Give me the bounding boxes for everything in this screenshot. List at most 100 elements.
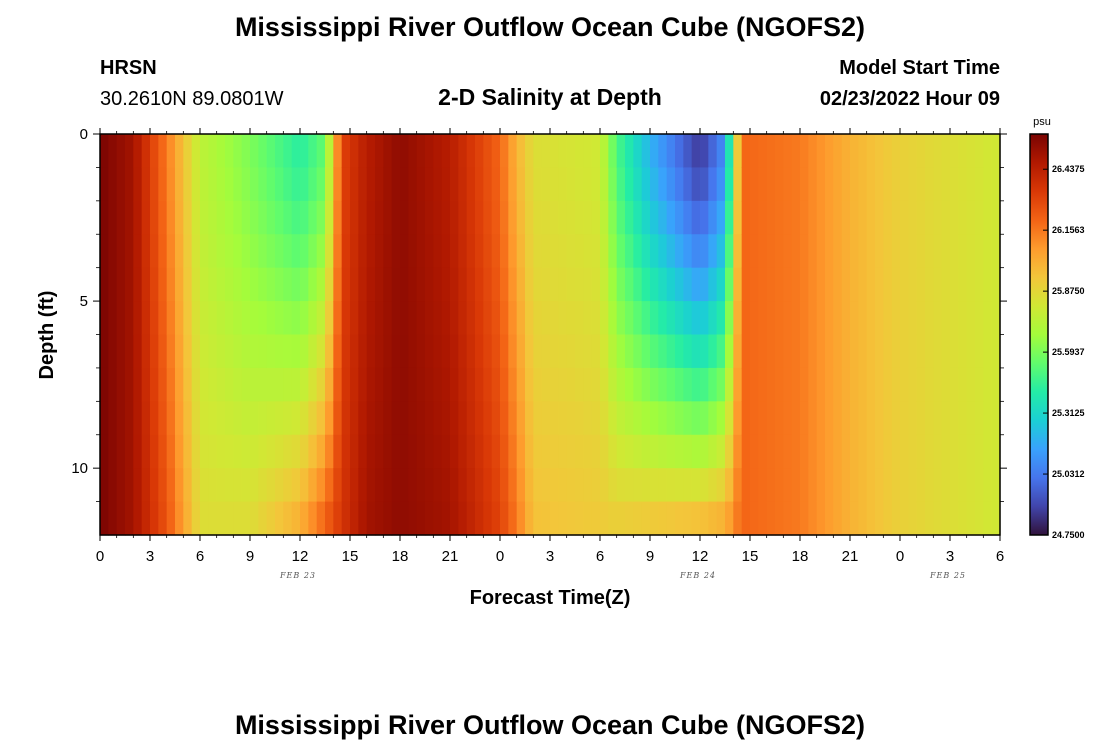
heatmap-cell bbox=[808, 334, 818, 369]
heatmap-cell bbox=[833, 468, 843, 503]
heatmap-cell bbox=[783, 301, 793, 336]
heatmap-cell bbox=[758, 234, 768, 269]
heatmap-cell bbox=[591, 301, 601, 336]
heatmap-cell bbox=[800, 267, 809, 302]
heatmap-cell bbox=[908, 434, 918, 469]
heatmap-cell bbox=[708, 267, 718, 302]
heatmap-cell bbox=[625, 501, 634, 536]
heatmap-cell bbox=[958, 401, 968, 436]
heatmap-cell bbox=[891, 167, 901, 202]
heatmap-cell bbox=[950, 434, 959, 469]
heatmap-cell bbox=[833, 434, 843, 469]
heatmap-cell bbox=[166, 434, 176, 469]
heatmap-cell bbox=[650, 301, 659, 336]
heatmap-cell bbox=[141, 434, 151, 469]
heatmap-cell bbox=[250, 434, 259, 469]
heatmap-cell bbox=[691, 167, 701, 202]
heatmap-cell bbox=[808, 301, 818, 336]
heatmap-cell bbox=[700, 401, 709, 436]
heatmap-cell bbox=[116, 301, 126, 336]
heatmap-cell bbox=[516, 234, 526, 269]
heatmap-cell bbox=[108, 134, 118, 169]
heatmap-cell bbox=[491, 234, 501, 269]
heatmap-cell bbox=[991, 234, 1001, 269]
heatmap-cell bbox=[725, 334, 734, 369]
heatmap-cell bbox=[950, 334, 959, 369]
heatmap-cell bbox=[616, 401, 626, 436]
heatmap-cell bbox=[250, 367, 259, 402]
heatmap-cell bbox=[633, 401, 643, 436]
heatmap-cell bbox=[700, 267, 709, 302]
heatmap-cell bbox=[991, 334, 1001, 369]
colorbar-tick-label: 25.3125 bbox=[1052, 408, 1085, 418]
heatmap-cells bbox=[100, 134, 1001, 536]
heatmap-cell bbox=[908, 167, 918, 202]
heatmap-cell bbox=[641, 334, 651, 369]
heatmap-cell bbox=[675, 234, 684, 269]
heatmap-cell bbox=[683, 501, 693, 536]
heatmap-cell bbox=[633, 501, 643, 536]
heatmap-cell bbox=[608, 501, 618, 536]
heatmap-cell bbox=[933, 234, 943, 269]
heatmap-cell bbox=[166, 367, 176, 402]
heatmap-cell bbox=[416, 267, 426, 302]
heatmap-cell bbox=[883, 301, 893, 336]
heatmap-cell bbox=[183, 501, 193, 536]
heatmap-cell bbox=[975, 234, 984, 269]
heatmap-cell bbox=[208, 434, 218, 469]
heatmap-cell bbox=[833, 501, 843, 536]
heatmap-cell bbox=[208, 301, 218, 336]
heatmap-cell bbox=[833, 301, 843, 336]
heatmap-cell bbox=[683, 301, 693, 336]
heatmap-cell bbox=[183, 367, 193, 402]
heatmap-cell bbox=[666, 468, 676, 503]
heatmap-cell bbox=[858, 134, 868, 169]
heatmap-cell bbox=[691, 200, 701, 235]
heatmap-cell bbox=[533, 501, 543, 536]
heatmap-cell bbox=[650, 200, 659, 235]
heatmap-cell bbox=[291, 468, 301, 503]
heatmap-cell bbox=[808, 434, 818, 469]
heatmap-cell bbox=[808, 401, 818, 436]
heatmap-cell bbox=[558, 301, 568, 336]
heatmap-cell bbox=[158, 267, 168, 302]
heatmap-cell bbox=[716, 134, 726, 169]
heatmap-cell bbox=[125, 434, 134, 469]
heatmap-cell bbox=[600, 301, 609, 336]
colorbar-tick-label: 26.1563 bbox=[1052, 225, 1085, 235]
heatmap-cell bbox=[233, 468, 243, 503]
heatmap-cell bbox=[433, 200, 443, 235]
colorbar-unit: psu bbox=[1033, 116, 1051, 128]
heatmap-cell bbox=[975, 334, 984, 369]
heatmap-cell bbox=[433, 468, 443, 503]
heatmap-cell bbox=[241, 367, 251, 402]
heatmap-cell bbox=[350, 434, 359, 469]
x-tick-label: 6 bbox=[996, 548, 1004, 565]
heatmap-cell bbox=[158, 334, 168, 369]
heatmap-cell bbox=[508, 468, 518, 503]
heatmap-cell bbox=[825, 267, 834, 302]
heatmap-cell bbox=[733, 434, 743, 469]
heatmap-cell bbox=[683, 167, 693, 202]
heatmap-cell bbox=[458, 267, 468, 302]
heatmap-cell bbox=[375, 267, 384, 302]
heatmap-cell bbox=[441, 468, 451, 503]
heatmap-cell bbox=[950, 468, 959, 503]
heatmap-cell bbox=[325, 468, 334, 503]
heatmap-cell bbox=[708, 401, 718, 436]
heatmap-cell bbox=[441, 234, 451, 269]
heatmap-cell bbox=[891, 401, 901, 436]
heatmap-cell bbox=[375, 134, 384, 169]
heatmap-cell bbox=[908, 301, 918, 336]
heatmap-cell bbox=[991, 501, 1001, 536]
heatmap-cell bbox=[483, 167, 493, 202]
heatmap-cell bbox=[508, 334, 518, 369]
heatmap-cell bbox=[258, 234, 268, 269]
heatmap-cell bbox=[400, 234, 409, 269]
heatmap-cell bbox=[550, 167, 559, 202]
heatmap-cell bbox=[883, 401, 893, 436]
heatmap-cell bbox=[641, 367, 651, 402]
heatmap-cell bbox=[516, 134, 526, 169]
heatmap-cell bbox=[441, 501, 451, 536]
heatmap-cell bbox=[758, 301, 768, 336]
